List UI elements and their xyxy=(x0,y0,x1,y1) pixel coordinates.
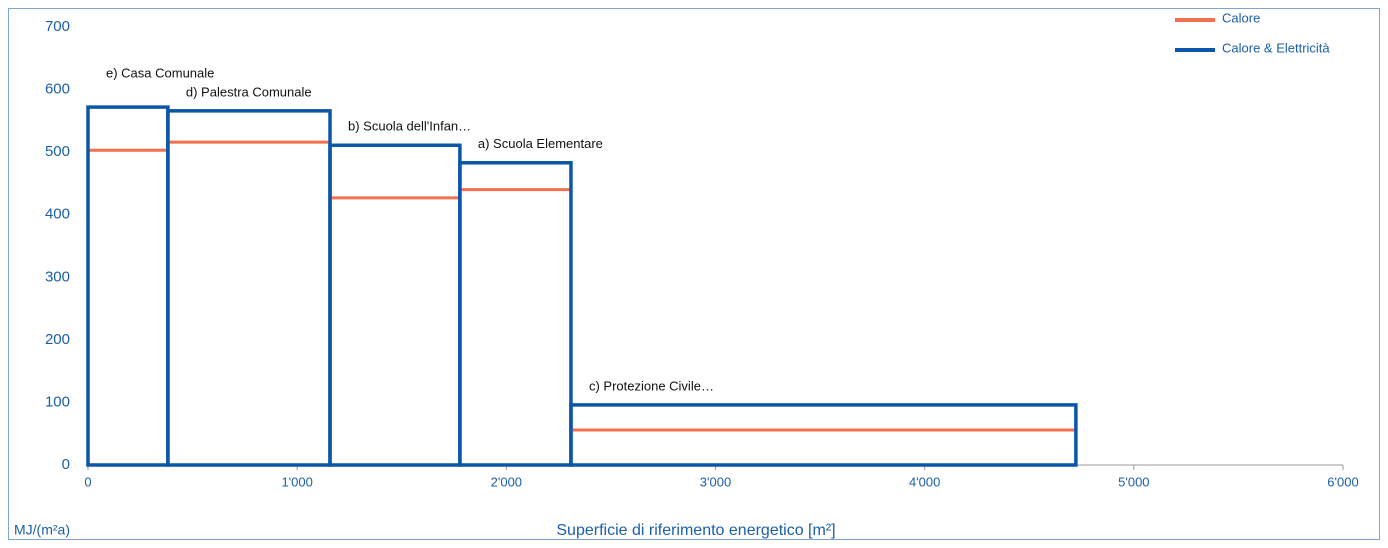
x-tick-label: 0 xyxy=(84,474,91,489)
bar-label: d) Palestra Comunale xyxy=(186,84,312,99)
x-tick-label: 2'000 xyxy=(491,474,522,489)
x-axis-label: Superficie di riferimento energetico [m²… xyxy=(556,522,835,539)
y-tick-label: 500 xyxy=(45,143,70,160)
y-tick-label: 100 xyxy=(45,393,70,410)
bar xyxy=(166,109,332,467)
bar-label: b) Scuola dell'Infan… xyxy=(348,119,471,134)
x-tick-label: 4'000 xyxy=(909,474,940,489)
x-tick-label: 1'000 xyxy=(281,474,312,489)
bar-label: e) Casa Comunale xyxy=(106,66,214,81)
y-tick-label: 0 xyxy=(62,456,70,473)
bar xyxy=(458,161,573,467)
legend-label: Calore & Elettricità xyxy=(1222,40,1330,55)
y-tick-label: 200 xyxy=(45,331,70,348)
x-tick-label: 6'000 xyxy=(1327,474,1358,489)
legend-label: Calore xyxy=(1222,10,1260,25)
y-tick-label: 600 xyxy=(45,81,70,98)
x-tick-label: 5'000 xyxy=(1118,474,1149,489)
bar xyxy=(328,143,462,467)
y-axis-label: MJ/(m²a) xyxy=(14,522,70,538)
y-tick-label: 700 xyxy=(45,18,70,35)
y-tick-label: 400 xyxy=(45,206,70,223)
bar-label: a) Scuola Elementare xyxy=(478,136,603,151)
bar xyxy=(569,403,1078,467)
bar-label: c) Protezione Civile… xyxy=(589,378,714,393)
x-tick-label: 3'000 xyxy=(700,474,731,489)
bar xyxy=(86,105,170,467)
chart-frame xyxy=(8,8,1380,540)
y-tick-label: 300 xyxy=(45,268,70,285)
